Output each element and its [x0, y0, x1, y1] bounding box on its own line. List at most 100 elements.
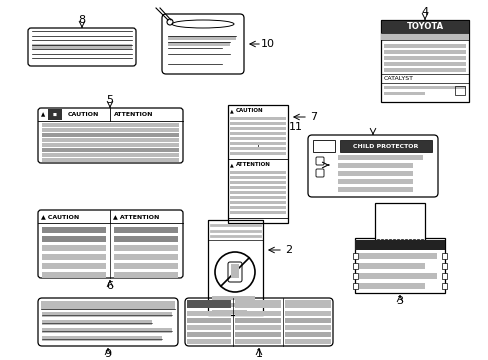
- Text: CHILD PROTECTOR: CHILD PROTECTOR: [353, 144, 418, 148]
- Bar: [358, 253, 436, 259]
- Bar: [352, 263, 357, 269]
- Bar: [235, 339, 281, 344]
- Text: ATTENTION: ATTENTION: [236, 162, 270, 167]
- Bar: [114, 245, 178, 251]
- Bar: [285, 339, 330, 344]
- Bar: [212, 296, 254, 300]
- Bar: [352, 273, 357, 279]
- Bar: [229, 132, 285, 135]
- Text: ▲: ▲: [41, 112, 45, 117]
- Bar: [354, 240, 444, 250]
- Bar: [42, 245, 106, 251]
- Bar: [186, 318, 230, 323]
- Bar: [441, 263, 446, 269]
- Bar: [285, 300, 330, 308]
- Bar: [358, 263, 424, 269]
- Bar: [168, 42, 229, 46]
- Bar: [235, 332, 281, 337]
- Bar: [230, 264, 239, 278]
- Bar: [186, 332, 230, 337]
- Bar: [114, 254, 178, 260]
- Text: 7: 7: [310, 112, 317, 122]
- Text: 6: 6: [106, 281, 113, 291]
- Bar: [229, 206, 285, 209]
- Bar: [42, 336, 162, 341]
- Bar: [229, 171, 285, 174]
- Text: ▲: ▲: [229, 108, 233, 113]
- Bar: [229, 211, 285, 214]
- Bar: [337, 155, 422, 160]
- Text: 5: 5: [106, 95, 113, 105]
- Bar: [48, 109, 62, 120]
- Text: ▲ ATTENTION: ▲ ATTENTION: [113, 214, 159, 219]
- Text: ▲ CAUTION: ▲ CAUTION: [41, 214, 79, 219]
- Bar: [380, 20, 468, 102]
- Bar: [229, 176, 285, 179]
- Bar: [207, 220, 263, 240]
- Bar: [42, 227, 106, 233]
- Bar: [186, 339, 230, 344]
- Bar: [41, 301, 175, 309]
- Bar: [212, 303, 246, 307]
- Bar: [285, 311, 330, 316]
- Bar: [337, 179, 412, 184]
- Bar: [312, 140, 334, 152]
- Text: 1: 1: [255, 349, 262, 359]
- Bar: [337, 163, 412, 168]
- Bar: [337, 171, 412, 176]
- Bar: [227, 105, 287, 223]
- Text: 2: 2: [285, 245, 292, 255]
- Bar: [383, 92, 424, 95]
- Bar: [441, 253, 446, 259]
- Bar: [352, 283, 357, 289]
- Bar: [383, 86, 465, 89]
- Bar: [229, 127, 285, 130]
- Bar: [235, 325, 281, 330]
- Bar: [383, 56, 465, 59]
- Bar: [42, 143, 179, 147]
- Text: TOYOTA: TOYOTA: [406, 22, 443, 31]
- Bar: [186, 300, 230, 308]
- Bar: [42, 272, 106, 278]
- Text: CAUTION: CAUTION: [68, 112, 99, 117]
- Bar: [229, 122, 285, 125]
- Bar: [285, 332, 330, 337]
- Bar: [229, 152, 285, 155]
- Bar: [186, 311, 230, 316]
- Bar: [229, 147, 285, 150]
- Text: CATALYST: CATALYST: [383, 76, 413, 81]
- Bar: [441, 283, 446, 289]
- Bar: [285, 325, 330, 330]
- Text: ▲: ▲: [229, 162, 233, 167]
- Bar: [207, 220, 263, 315]
- Bar: [186, 325, 230, 330]
- Bar: [229, 142, 285, 145]
- Bar: [42, 263, 106, 269]
- Bar: [212, 310, 246, 314]
- Bar: [229, 117, 285, 120]
- Bar: [339, 140, 431, 152]
- Bar: [229, 186, 285, 189]
- Bar: [114, 263, 178, 269]
- Bar: [42, 236, 106, 242]
- Bar: [285, 318, 330, 323]
- Bar: [42, 158, 179, 162]
- Bar: [114, 227, 178, 233]
- Bar: [374, 203, 424, 240]
- Text: ATTENTION: ATTENTION: [114, 112, 153, 117]
- Text: ■: ■: [53, 112, 57, 117]
- Bar: [42, 133, 179, 136]
- Bar: [42, 128, 179, 131]
- Bar: [380, 20, 468, 33]
- Bar: [42, 138, 179, 141]
- Bar: [383, 62, 465, 66]
- Text: 8: 8: [78, 15, 85, 25]
- Bar: [42, 312, 172, 317]
- Bar: [441, 273, 446, 279]
- Bar: [235, 300, 281, 308]
- Text: 10: 10: [261, 39, 274, 49]
- Bar: [229, 201, 285, 204]
- Text: CAUTION: CAUTION: [236, 108, 263, 113]
- Bar: [229, 196, 285, 199]
- Bar: [235, 311, 281, 316]
